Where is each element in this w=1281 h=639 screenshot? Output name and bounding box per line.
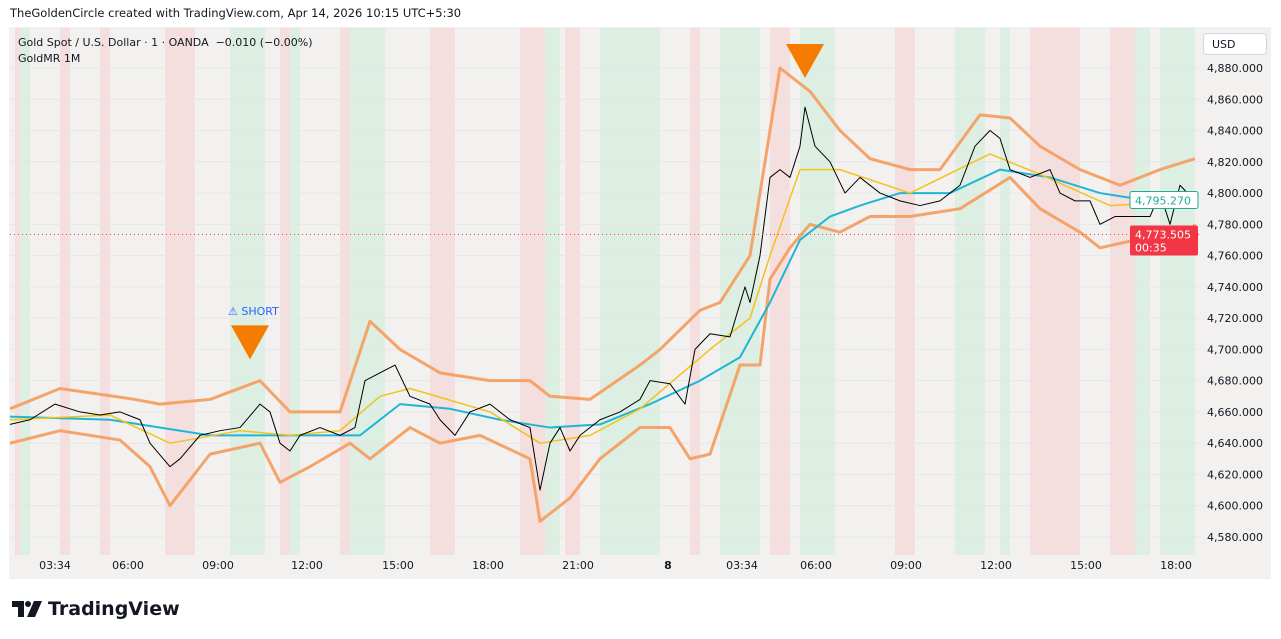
currency-button[interactable]: USD: [1203, 33, 1267, 55]
zone-red: [280, 28, 290, 555]
zone-green: [1000, 28, 1010, 555]
zone-green: [230, 28, 265, 555]
x-tick-label: 18:00: [1160, 559, 1192, 572]
zone-red: [1110, 28, 1135, 555]
short-signal-triangle: [786, 44, 824, 78]
zone-red: [895, 28, 915, 555]
tradingview-logo-icon: [12, 601, 42, 617]
zone-red: [100, 28, 110, 555]
zone-red: [165, 28, 195, 555]
x-tick-label: 09:00: [202, 559, 234, 572]
chart-legend: Gold Spot / U.S. Dollar · 1 · OANDA −0.0…: [18, 35, 313, 67]
fast-ma-line: [10, 153, 1196, 444]
x-tick-label: 12:00: [980, 559, 1012, 572]
y-tick-label: 4,780.000: [1207, 218, 1263, 231]
zone-green: [1160, 28, 1195, 555]
y-tick-label: 4,620.000: [1207, 468, 1263, 481]
x-tick-label: 06:00: [112, 559, 144, 572]
logo-text: TradingView: [48, 598, 180, 620]
symbol-title[interactable]: Gold Spot / U.S. Dollar · 1 · OANDA: [18, 36, 209, 49]
ma-value-label: 4,795.270: [1135, 194, 1191, 207]
slow-ma-line: [10, 168, 1195, 437]
x-tick-label: 06:00: [800, 559, 832, 572]
tradingview-logo[interactable]: TradingView: [12, 598, 180, 620]
last-price-box: [1130, 225, 1198, 256]
y-tick-label: 4,880.000: [1207, 62, 1263, 75]
zone-green: [545, 28, 560, 555]
countdown-label: 00:35: [1135, 241, 1167, 254]
short-annotation: ⚠ SHORT: [228, 305, 279, 318]
zone-green: [1135, 28, 1150, 555]
y-tick-label: 4,700.000: [1207, 343, 1263, 356]
zone-green: [955, 28, 985, 555]
last-price-label: 4,773.505: [1135, 228, 1191, 241]
y-tick-label: 4,580.000: [1207, 531, 1263, 544]
x-tick-label: 8: [664, 559, 672, 572]
zone-red: [1030, 28, 1080, 555]
upper-band: [10, 66, 1196, 414]
plot-area: ⚠ SHORT: [10, 28, 1200, 555]
price-chart[interactable]: ⚠ SHORT 4,580.000 4,600.000 4,620.000 4,640.…: [10, 28, 1272, 579]
zone-red: [565, 28, 580, 555]
y-tick-label: 4,820.000: [1207, 156, 1263, 169]
short-signal-triangle: [231, 325, 269, 360]
x-tick-label: 21:00: [562, 559, 594, 572]
y-tick-label: 4,660.000: [1207, 406, 1263, 419]
zone-red: [340, 28, 350, 555]
zone-green: [20, 28, 30, 555]
zone-red: [60, 28, 70, 555]
y-tick-label: 4,600.000: [1207, 500, 1263, 513]
y-tick-label: 4,860.000: [1207, 93, 1263, 106]
price-change: −0.010 (−0.00%): [215, 36, 313, 49]
y-tick-label: 4,680.000: [1207, 375, 1263, 388]
zone-red: [690, 28, 700, 555]
chart-credit: TheGoldenCircle created with TradingView…: [10, 6, 462, 20]
y-tick-label: 4,840.000: [1207, 125, 1263, 138]
ma-value-box: [1129, 190, 1199, 209]
y-tick-label: 4,640.000: [1207, 437, 1263, 450]
zone-green: [600, 28, 660, 555]
y-tick-label: 4,760.000: [1207, 250, 1263, 263]
x-tick-label: 18:00: [472, 559, 504, 572]
y-tick-label: 4,720.000: [1207, 312, 1263, 325]
x-tick-label: 12:00: [291, 559, 323, 572]
x-tick-label: 15:00: [1070, 559, 1102, 572]
zone-red: [770, 28, 790, 555]
y-tick-label: 4,800.000: [1207, 187, 1263, 200]
x-tick-label: 15:00: [382, 559, 414, 572]
zone-green: [350, 28, 385, 555]
indicator-name[interactable]: GoldMR 1M: [18, 52, 81, 65]
price-line: [10, 106, 1196, 491]
lower-band: [10, 175, 1197, 523]
x-tick-label: 03:34: [39, 559, 71, 572]
x-tick-label: 09:00: [890, 559, 922, 572]
x-tick-label: 03:34: [726, 559, 758, 572]
y-tick-label: 4,740.000: [1207, 281, 1263, 294]
zone-red: [430, 28, 455, 555]
zone-green: [290, 28, 300, 555]
